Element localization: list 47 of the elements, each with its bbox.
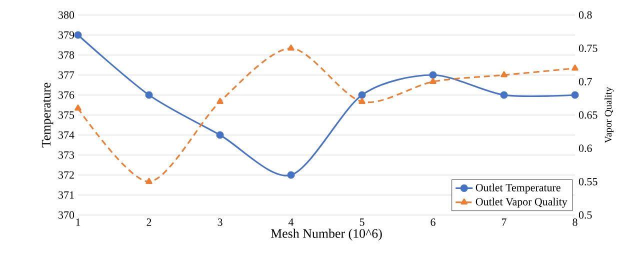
point: [74, 104, 82, 111]
y-tick-label: 376: [58, 91, 74, 99]
x-tick-label: 3: [218, 218, 222, 226]
y-tick-label: 377: [58, 71, 74, 79]
point: [145, 91, 153, 99]
point: [146, 178, 152, 184]
x-tick-label: 8: [572, 218, 578, 226]
y-tick-label: 374: [58, 131, 74, 139]
x-tick-label: 2: [146, 218, 152, 226]
y-tick-label: 371: [58, 191, 74, 199]
x-tick-label: 6: [430, 218, 436, 226]
y-axis-title: Temperature: [42, 82, 54, 148]
point: [216, 131, 224, 139]
point: [500, 71, 508, 78]
point: [571, 91, 579, 99]
point: [74, 31, 82, 39]
point: [429, 71, 437, 79]
point: [358, 91, 366, 99]
y-tick-label: 372: [58, 171, 74, 179]
y2-tick-label: 0.5: [578, 211, 592, 219]
point: [430, 78, 436, 84]
y2-tick-label: 0.6: [578, 144, 592, 152]
y-tick-label: 378: [58, 51, 74, 59]
y-tick-label: 380: [58, 11, 74, 19]
x-axis-title: Mesh Number (10^6): [270, 228, 382, 241]
y2-tick-label: 0.75: [578, 44, 598, 52]
point: [358, 98, 366, 104]
x-tick-label: 5: [360, 218, 364, 226]
point: [216, 98, 224, 104]
legend-label: Outlet Vapor Quality: [476, 198, 568, 208]
y2-tick-label: 0.8: [578, 11, 592, 19]
y-tick-label: 375: [58, 111, 74, 119]
y2-tick-label: 0.7: [578, 78, 592, 86]
point: [500, 91, 508, 99]
point: [288, 44, 294, 51]
y-tick-label: 373: [58, 151, 74, 159]
point: [287, 171, 295, 179]
y2-tick-label: 0.55: [578, 178, 598, 186]
x-tick-label: 1: [76, 218, 80, 226]
point: [572, 64, 578, 71]
legend-label: Outlet Temperature: [476, 184, 560, 194]
y-tick-label: 379: [58, 31, 74, 39]
x-tick-label: 7: [502, 218, 506, 226]
x-tick-label: 4: [288, 218, 294, 226]
y2-tick-label: 0.65: [578, 111, 598, 119]
y-tick-label: 370: [58, 211, 74, 219]
y2-axis-title: Vapor Quality: [604, 86, 614, 143]
